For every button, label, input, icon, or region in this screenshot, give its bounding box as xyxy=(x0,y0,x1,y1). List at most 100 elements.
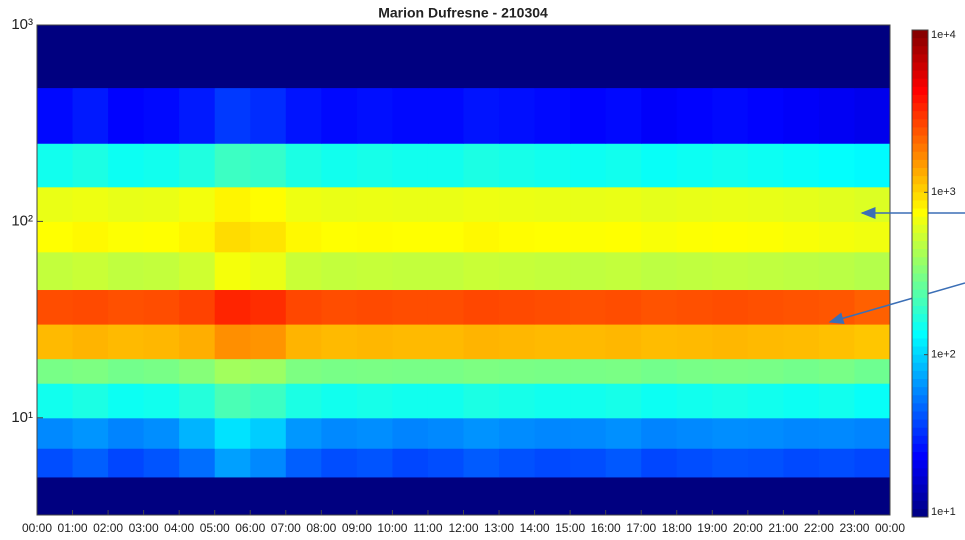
heatmap-cell xyxy=(321,448,358,478)
heatmap-cell xyxy=(356,143,393,188)
heatmap-cell xyxy=(463,186,500,222)
heatmap-cell xyxy=(570,417,607,449)
heatmap-cell xyxy=(285,143,322,188)
heatmap-cell xyxy=(605,324,642,360)
heatmap-cell xyxy=(108,476,145,516)
heatmap-cell xyxy=(392,25,429,89)
colorbar-segment xyxy=(912,305,928,315)
heatmap-cell xyxy=(143,358,180,384)
colorbar-segment xyxy=(912,151,928,161)
heatmap-cell xyxy=(818,87,855,144)
heatmap-cell xyxy=(72,186,109,222)
heatmap-cell xyxy=(108,289,145,325)
x-tick-label: 21:00 xyxy=(768,521,798,535)
heatmap-cell xyxy=(72,383,109,419)
heatmap-cell xyxy=(818,448,855,478)
heatmap-cell xyxy=(427,186,464,222)
heatmap-cell xyxy=(854,221,891,253)
colorbar-segment xyxy=(912,135,928,145)
heatmap-cell xyxy=(783,448,820,478)
heatmap-cell xyxy=(285,87,322,144)
heatmap-cell xyxy=(783,221,820,253)
heatmap-cell xyxy=(747,358,784,384)
heatmap-cell xyxy=(321,251,358,291)
heatmap-cell xyxy=(108,417,145,449)
heatmap-cell xyxy=(179,476,216,516)
heatmap-cell xyxy=(463,25,500,89)
heatmap-cell xyxy=(499,358,536,384)
heatmap-cell xyxy=(108,358,145,384)
heatmap-cell xyxy=(605,221,642,253)
heatmap-cell xyxy=(108,251,145,291)
heatmap-cell xyxy=(499,448,536,478)
x-tick-label: 19:00 xyxy=(697,521,727,535)
heatmap-cell xyxy=(214,417,251,449)
x-tick-label: 06:00 xyxy=(235,521,265,535)
colorbar-segment xyxy=(912,346,928,356)
heatmap-cell xyxy=(676,383,713,419)
heatmap-cell xyxy=(427,324,464,360)
heatmap-cell xyxy=(392,221,429,253)
heatmap-cell xyxy=(356,186,393,222)
heatmap-cell xyxy=(72,417,109,449)
heatmap-cell xyxy=(427,251,464,291)
heatmap-cell xyxy=(570,358,607,384)
heatmap-cell xyxy=(37,358,74,384)
heatmap-cell xyxy=(570,251,607,291)
heatmap-cell xyxy=(570,476,607,516)
heatmap-cell xyxy=(570,87,607,144)
heatmap-cell xyxy=(356,289,393,325)
heatmap-cell xyxy=(214,324,251,360)
heatmap-cell xyxy=(641,448,678,478)
heatmap-cell xyxy=(641,358,678,384)
heatmap-cell xyxy=(392,324,429,360)
heatmap-cell xyxy=(747,289,784,325)
heatmap-cell xyxy=(179,324,216,360)
heatmap-cell xyxy=(641,221,678,253)
heatmap-cell xyxy=(499,383,536,419)
heatmap-cell xyxy=(605,25,642,89)
heatmap-cell xyxy=(747,251,784,291)
heatmap-cell xyxy=(534,358,571,384)
colorbar-segment xyxy=(912,94,928,104)
heatmap-cell xyxy=(392,87,429,144)
heatmap-cell xyxy=(214,143,251,188)
heatmap-cell xyxy=(676,25,713,89)
heatmap-cell xyxy=(854,476,891,516)
heatmap-cell xyxy=(818,251,855,291)
heatmap-cell xyxy=(143,289,180,325)
heatmap-cell xyxy=(356,251,393,291)
heatmap-cell xyxy=(605,289,642,325)
heatmap-cell xyxy=(463,251,500,291)
heatmap-cell xyxy=(605,448,642,478)
heatmap-cell xyxy=(72,358,109,384)
heatmap-cell xyxy=(321,186,358,222)
heatmap-cell xyxy=(747,186,784,222)
heatmap-cell xyxy=(676,143,713,188)
heatmap-cell xyxy=(818,476,855,516)
colorbar-segment xyxy=(912,330,928,339)
heatmap-cell xyxy=(179,221,216,253)
heatmap-cell xyxy=(392,417,429,449)
x-tick-label: 04:00 xyxy=(164,521,194,535)
heatmap-cell xyxy=(321,25,358,89)
heatmap-cell xyxy=(427,448,464,478)
heatmap-cell xyxy=(747,87,784,144)
heatmap-cell xyxy=(499,417,536,449)
colorbar-segment xyxy=(912,54,928,63)
heatmap-cell xyxy=(179,143,216,188)
heatmap-cell xyxy=(783,324,820,360)
heatmap-cell xyxy=(463,476,500,516)
colorbar-segment xyxy=(912,460,928,469)
heatmap-cell xyxy=(534,448,571,478)
heatmap-cell xyxy=(179,251,216,291)
heatmap-cell xyxy=(712,25,749,89)
heatmap-cell xyxy=(143,251,180,291)
heatmap-cell xyxy=(641,417,678,449)
heatmap-cell xyxy=(427,221,464,253)
heatmap-cell xyxy=(605,186,642,222)
colorbar-tick-label: 1e+1 xyxy=(931,506,956,518)
heatmap-cell xyxy=(427,476,464,516)
heatmap-cell xyxy=(179,417,216,449)
colorbar-segment xyxy=(912,127,928,137)
